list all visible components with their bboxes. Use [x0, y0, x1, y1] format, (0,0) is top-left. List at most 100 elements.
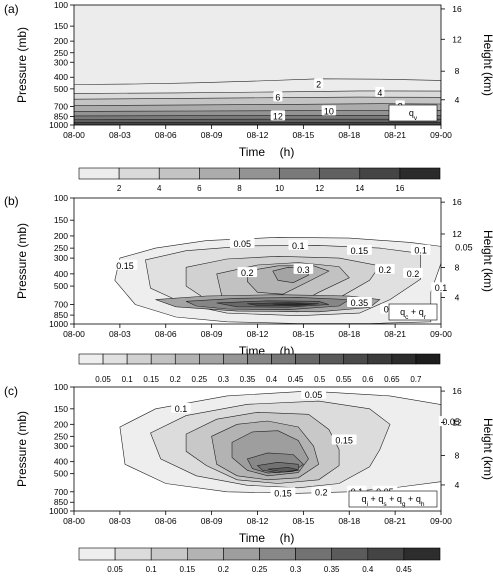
x-tick-label: 08-00	[63, 516, 85, 526]
y-tick-label-left: 150	[54, 21, 68, 31]
contour-label-bg	[438, 416, 464, 427]
y-tick-label-left: 400	[54, 457, 68, 467]
colorbar-swatch	[259, 547, 296, 561]
contour-label: 0.05	[442, 417, 460, 427]
x-tick-label: 08-15	[293, 329, 315, 339]
contour-label: 0.3	[297, 265, 310, 275]
contour-label: 4	[377, 88, 382, 98]
x-tick-label: 08-00	[63, 130, 85, 140]
colorbar-tick-label: 0.3	[218, 375, 230, 384]
contour-label-bg	[375, 263, 395, 274]
x-tick-label: 08-06	[155, 329, 177, 339]
y-tick-label-left: 500	[54, 281, 68, 291]
contour-label-bg	[237, 267, 258, 278]
y-axis-label-left: Pressure (mb)	[15, 411, 29, 487]
colorbar-swatch	[343, 353, 369, 365]
contour-label-bg	[229, 238, 255, 249]
colorbar-tick-label: 6	[197, 184, 202, 193]
y-tick-label-right: 4	[455, 480, 460, 490]
contour-label-bg	[347, 297, 372, 308]
x-axis-unit: (h)	[280, 531, 295, 545]
y-axis-label-right: Height (km)	[481, 34, 493, 96]
colorbar-tick-label: 0.5	[314, 375, 326, 384]
x-tick-label: 08-12	[247, 329, 269, 339]
y-tick-label-left: 200	[54, 231, 68, 241]
contour-band	[272, 303, 309, 306]
contour-label: 2	[316, 80, 321, 90]
colorbar-swatch	[367, 547, 405, 561]
colorbar-tick-label: 10	[275, 184, 284, 193]
contour-label: 0.2	[379, 265, 392, 275]
colorbar-swatch	[223, 547, 260, 561]
colorbar-tick-label: 0.4	[266, 375, 278, 384]
y-tick-label-left: 700	[54, 101, 68, 111]
colorbar-swatch	[118, 167, 160, 180]
colorbar-tick-label: 0.4	[362, 565, 374, 574]
contour-label-bg	[451, 241, 477, 252]
x-tick-label: 08-00	[63, 329, 85, 339]
panel-label: (a)	[4, 2, 19, 16]
contour-label: 6	[275, 93, 280, 103]
contour-label-bg	[321, 105, 337, 116]
legend-box	[388, 104, 438, 122]
colorbar-tick-label: 0.3	[290, 565, 302, 574]
x-tick-label: 08-03	[109, 329, 131, 339]
colorbar-tick-label: 0.1	[122, 375, 134, 384]
x-axis-unit: (h)	[280, 145, 295, 159]
y-tick-label-right: 16	[452, 197, 462, 207]
y-tick-label-left: 700	[54, 487, 68, 497]
contour-label-bg	[431, 282, 451, 293]
panel-label: (c)	[4, 384, 18, 398]
x-tick-label: 08-06	[155, 516, 177, 526]
x-axis-label: Time	[239, 145, 266, 159]
colorbar-swatch	[78, 167, 120, 180]
contour-label: 0.05	[233, 239, 251, 249]
y-tick-label-left: 500	[54, 469, 68, 479]
contour-band	[267, 467, 299, 473]
colorbar-tick-label: 4	[157, 184, 162, 193]
y-tick-label-left: 200	[54, 419, 68, 429]
colorbar-swatch	[126, 353, 152, 365]
colorbar-tick-label: 2	[117, 184, 122, 193]
colorbar-swatch	[403, 547, 441, 561]
y-tick-label-right: 4	[455, 293, 460, 303]
colorbar-tick-label: 0.05	[107, 565, 123, 574]
colorbar-swatch	[239, 167, 280, 180]
contour-label: 0.15	[116, 261, 134, 271]
y-tick-label-left: 250	[54, 48, 68, 58]
y-tick-label-left: 300	[54, 253, 68, 263]
colorbar-swatch	[247, 353, 272, 365]
contour-label: 0.1	[175, 404, 188, 414]
y-tick-label-left: 100	[54, 382, 68, 392]
y-tick-label-right: 16	[452, 4, 462, 14]
colorbar-tick-label: 0.25	[252, 565, 268, 574]
panel-1: 24681012qv100150200250300400500700850100…	[4, 0, 493, 193]
x-tick-label: 08-18	[338, 329, 360, 339]
panel-2: 0.05 0.1 0.15 0.1 0.05 0.15 0.2 0.3 0.2 0.2 0.35 0.…	[4, 193, 493, 384]
y-tick-label-left: 400	[54, 269, 68, 279]
colorbar-swatch	[223, 353, 248, 365]
colorbar-tick-label: 0.35	[324, 565, 340, 574]
contour-label-bg	[311, 486, 332, 497]
y-tick-label-left: 100	[54, 0, 68, 10]
y-tick-label-right: 8	[455, 262, 460, 272]
legend-box	[348, 490, 438, 508]
y-tick-label-right: 4	[455, 95, 460, 105]
x-axis-label: Time	[239, 531, 266, 545]
x-tick-label: 08-12	[247, 130, 269, 140]
y-tick-label-right: 16	[452, 386, 462, 396]
colorbar-swatch	[359, 167, 401, 180]
contour-label-bg	[293, 263, 314, 274]
colorbar-swatch	[78, 547, 116, 561]
contour-label: 0.2	[241, 268, 254, 278]
contour-label: 0.1	[292, 241, 305, 251]
x-tick-label: 08-06	[155, 130, 177, 140]
colorbar-swatch	[158, 167, 200, 180]
contour-label-bg	[301, 388, 326, 399]
y-axis-label-right: Height (km)	[481, 418, 493, 480]
contour-label: 0.2	[315, 488, 328, 498]
y-tick-label-left: 850	[54, 310, 68, 320]
contour-label: 0.15	[351, 246, 369, 256]
colorbar-swatch	[174, 353, 200, 365]
